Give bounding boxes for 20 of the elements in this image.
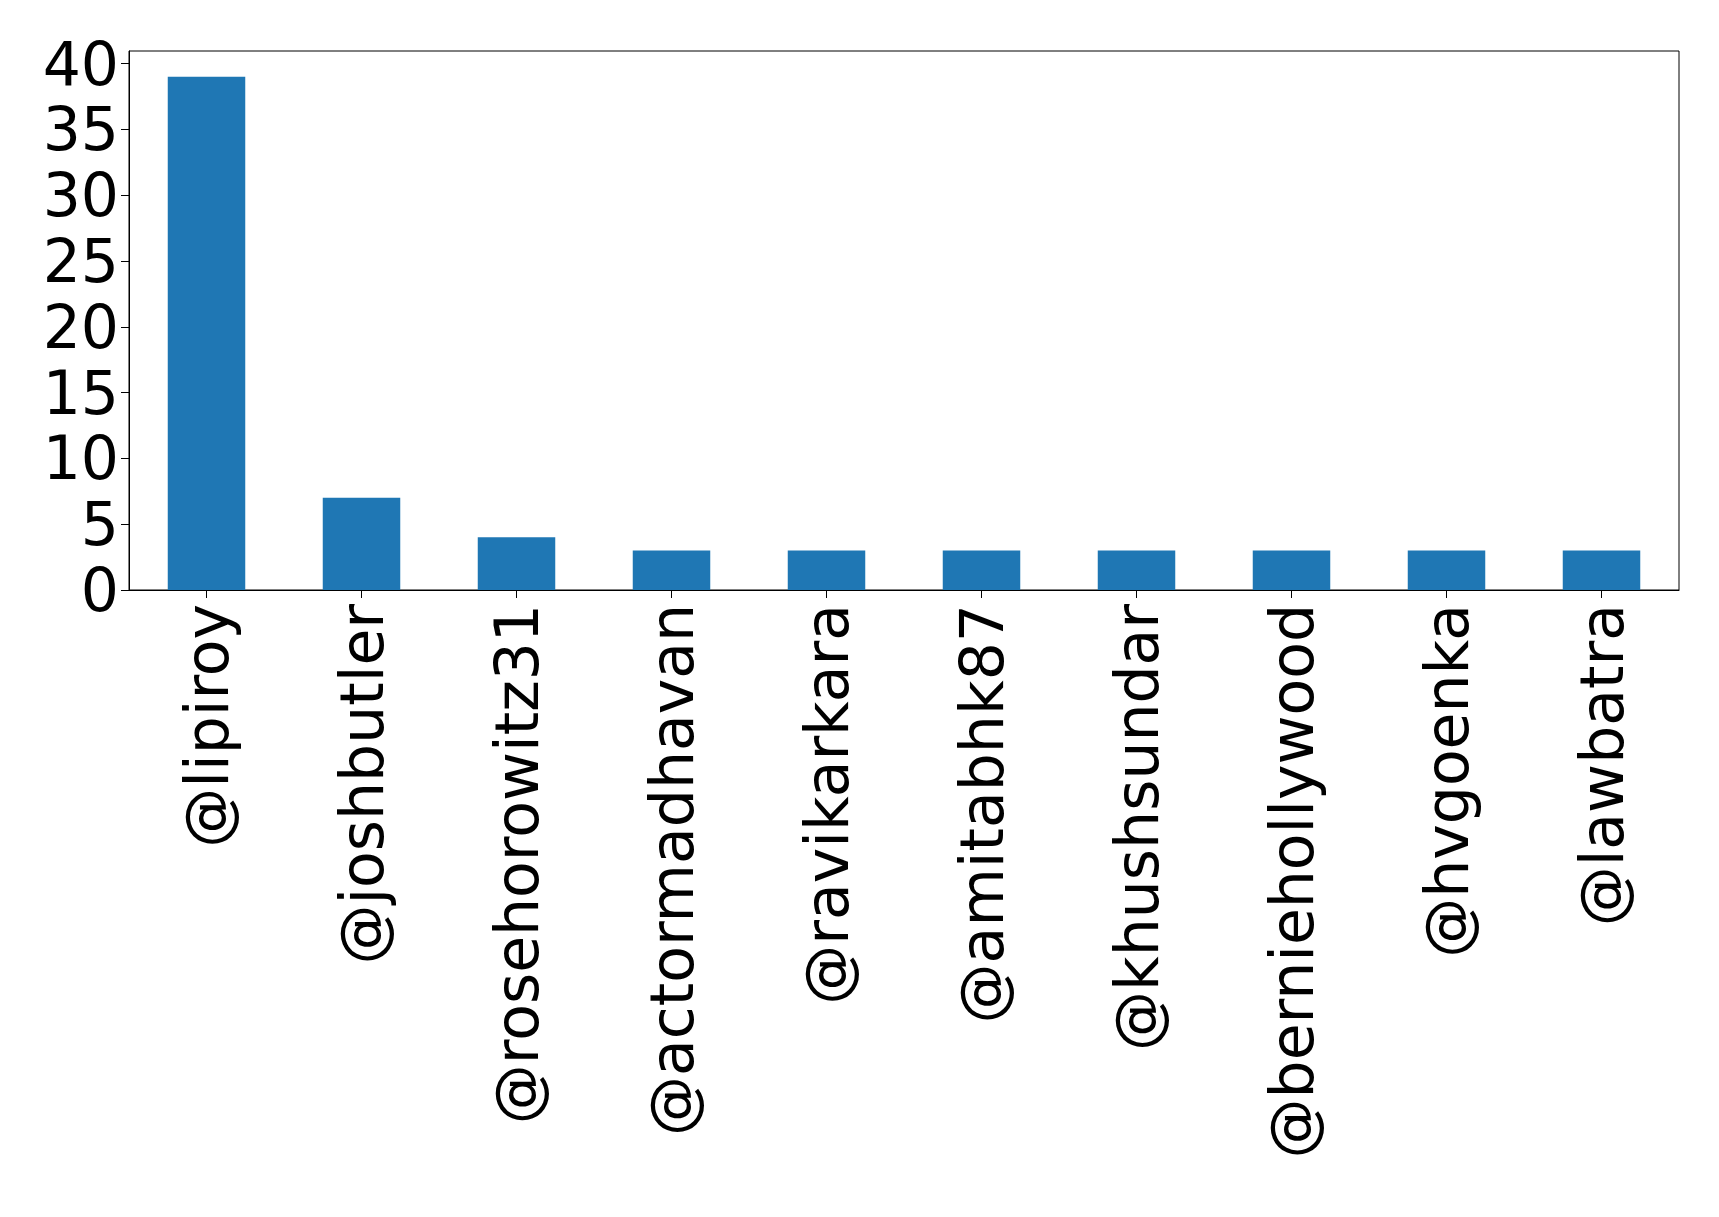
x-tick-label: @rosehorowitz31 — [481, 604, 552, 1125]
bar — [1097, 550, 1176, 590]
bar — [1407, 550, 1486, 590]
bar — [1252, 550, 1331, 590]
x-tick-label: @khushsundar — [1101, 603, 1172, 1051]
x-tick-label: @actormadhavan — [636, 604, 707, 1137]
bar — [167, 76, 246, 590]
x-tick-label: @lawbatra — [1566, 604, 1637, 927]
bar — [942, 550, 1021, 590]
x-tick-label: @berniehollywood — [1256, 604, 1327, 1159]
bar — [787, 550, 866, 590]
x-tick-label: @ravikarkara — [791, 604, 862, 1005]
bar — [1562, 550, 1641, 590]
bar — [477, 537, 556, 590]
x-tick-label: @hvgoenka — [1411, 604, 1482, 958]
x-tick-label: @lipiroy — [171, 604, 242, 848]
x-tick-label: @amitabhk87 — [946, 604, 1017, 1024]
bar — [322, 497, 401, 590]
x-tick-label: @joshbutler — [326, 603, 397, 965]
bar — [632, 550, 711, 590]
